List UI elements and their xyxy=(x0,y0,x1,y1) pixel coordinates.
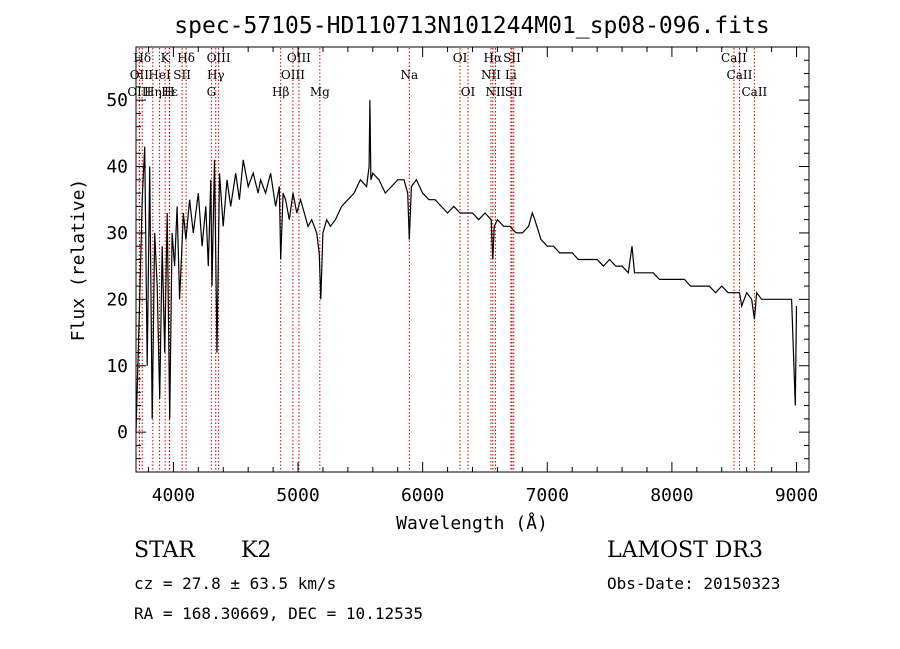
line-label-18: OI xyxy=(453,51,468,65)
line-label-28: CaII xyxy=(741,85,767,99)
line-label-12: G xyxy=(207,85,217,99)
y-tick-label-10: 10 xyxy=(106,356,128,377)
y-tick-label-50: 50 xyxy=(106,90,128,111)
line-label-5: Hη xyxy=(144,85,162,99)
line-label-14: OIII xyxy=(281,68,305,82)
line-label-1: OII xyxy=(130,68,150,82)
x-tick-label-6000: 6000 xyxy=(401,485,444,506)
line-label-15: Hβ xyxy=(272,85,289,99)
x-tick-label-9000: 9000 xyxy=(775,485,818,506)
chart-title: spec-57105-HD110713N101244M01_sp08-096.f… xyxy=(174,13,769,39)
line-label-3: K xyxy=(161,51,171,65)
x-tick-label-8000: 8000 xyxy=(650,485,693,506)
line-label-16: Mg xyxy=(310,85,330,99)
line-label-20: Hα xyxy=(484,51,503,65)
y-tick-label-30: 30 xyxy=(106,223,128,244)
plot-area: Hδ OII OIII K HeI Hη HεH SII Hδ OIII Hγ G OIII OIII Hβ… xyxy=(106,46,818,506)
line-label-19: OI xyxy=(461,85,476,99)
line-label-22: NII xyxy=(481,68,501,82)
line-label-27: CaII xyxy=(727,68,753,82)
line-label-9: Hδ xyxy=(177,51,195,65)
line-label-2: OIII xyxy=(127,85,151,99)
y-tick-label-40: 40 xyxy=(106,157,128,178)
redshift-cz: cz = 27.8 ± 63.5 km/s xyxy=(134,574,337,593)
line-label-25: SII xyxy=(505,85,523,99)
ra-dec: RA = 168.30669, DEC = 10.12535 xyxy=(134,604,423,623)
survey-name: LAMOST DR3 xyxy=(607,538,763,563)
object-subclass: K2 xyxy=(241,538,272,563)
object-class: STAR xyxy=(134,538,195,563)
y-axis-label: Flux (relative) xyxy=(68,179,89,342)
line-label-4: HeI xyxy=(148,68,171,82)
x-axis-label: Wavelength (Å) xyxy=(396,512,548,534)
plot-frame xyxy=(135,46,810,473)
line-label-24: NII xyxy=(485,85,505,99)
observation-date: Obs-Date: 20150323 xyxy=(607,574,781,593)
line-label-10: OIII xyxy=(207,51,231,65)
line-label-0: Hδ xyxy=(133,51,151,65)
y-tick-label-0: 0 xyxy=(117,422,128,443)
x-tick-label-4000: 4000 xyxy=(152,485,195,506)
line-label-26: CaII xyxy=(721,51,747,65)
line-label-13: OIII xyxy=(287,51,311,65)
x-tick-label-5000: 5000 xyxy=(276,485,319,506)
line-label-21: SII xyxy=(503,51,521,65)
line-label-17: Na xyxy=(400,68,418,82)
line-label-6: Hε xyxy=(161,85,178,99)
line-label-8: SII xyxy=(173,68,191,82)
spectrum-line xyxy=(135,100,798,433)
line-label-11: Hγ xyxy=(207,68,225,82)
y-tick-label-20: 20 xyxy=(106,289,128,310)
x-tick-label-7000: 7000 xyxy=(526,485,569,506)
line-label-7: H xyxy=(164,85,174,99)
line-label-23: Li xyxy=(505,68,517,82)
